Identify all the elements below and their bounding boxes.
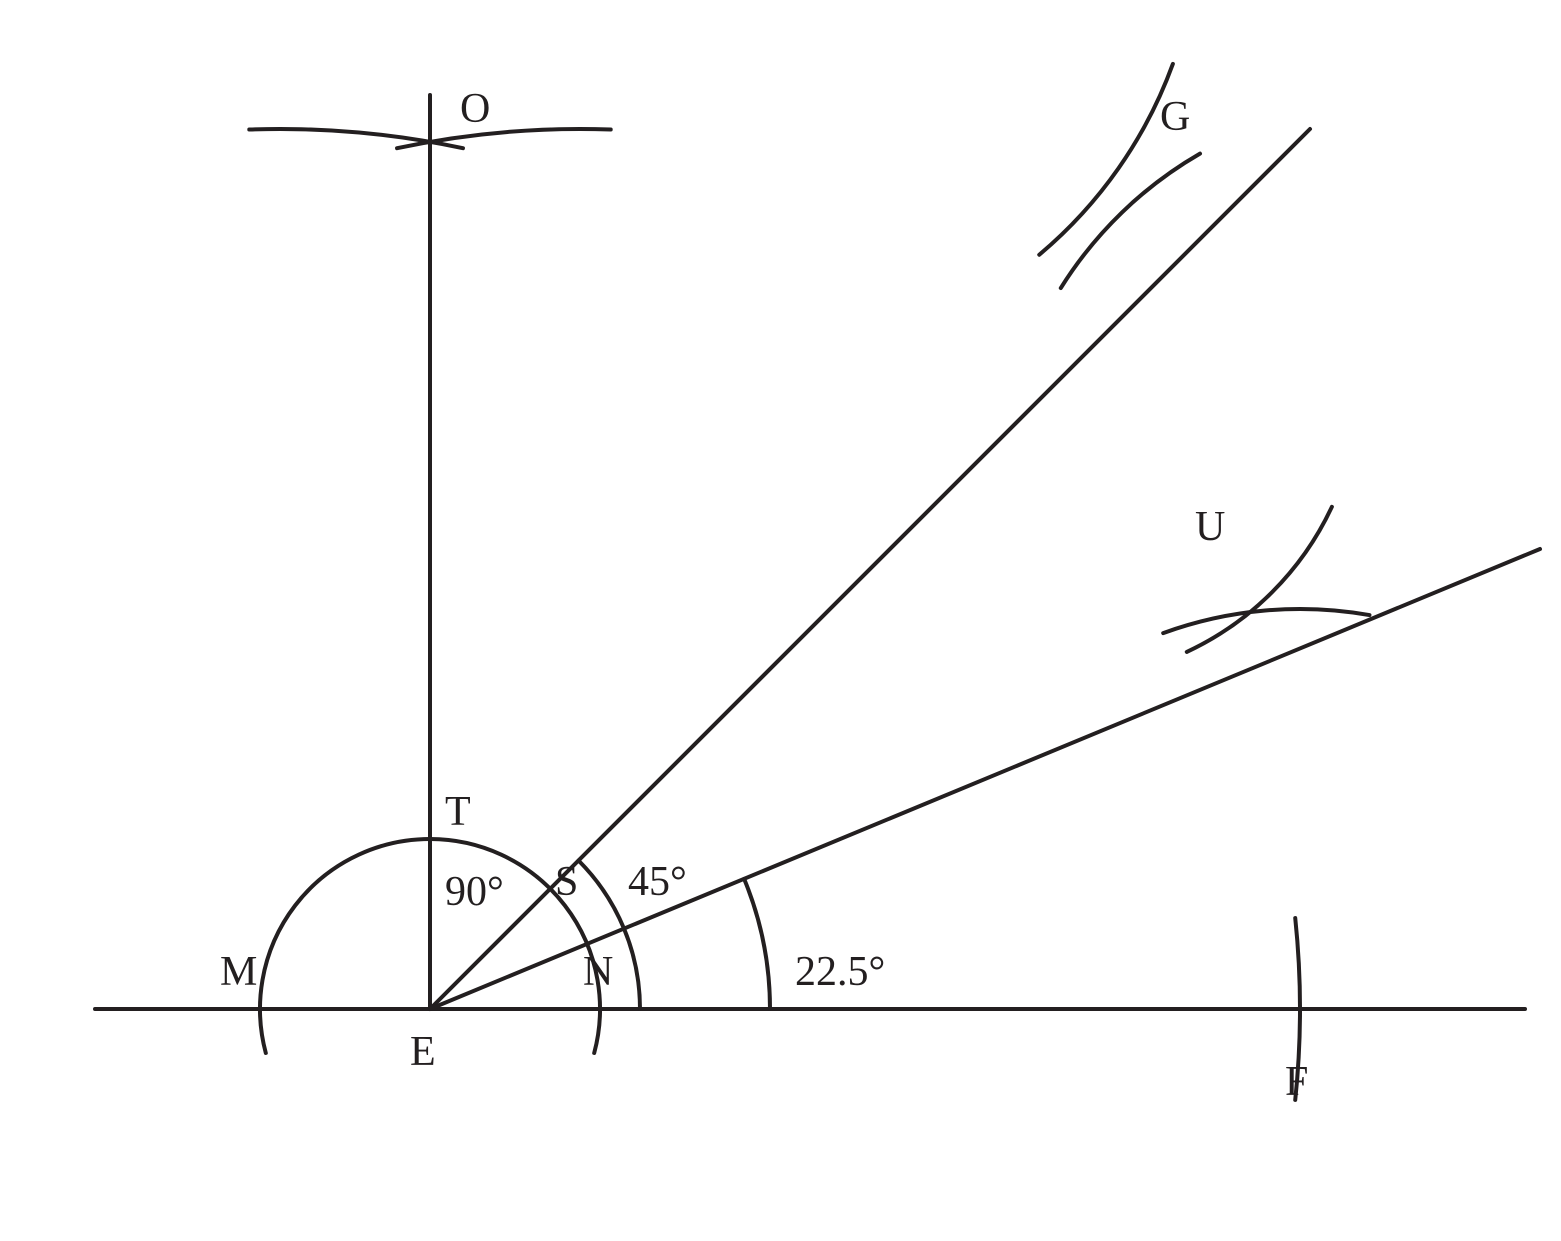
lines-group <box>95 95 1540 1009</box>
label-S: S <box>555 859 578 905</box>
label-T: T <box>445 789 471 835</box>
label-N: N <box>583 949 613 995</box>
label-E: E <box>410 1029 436 1075</box>
label-M: M <box>220 949 257 995</box>
label-U: U <box>1195 504 1225 550</box>
label-O: O <box>460 86 490 132</box>
label-G: G <box>1160 94 1190 140</box>
arcs-group <box>249 64 1369 1100</box>
angle-22-5: 22.5° <box>795 949 885 995</box>
angle-90: 90° <box>445 869 504 915</box>
construction-diagram: E O G U T S M N F 90° 45° 22.5° <box>0 0 1561 1241</box>
angle-45: 45° <box>628 859 687 905</box>
label-F: F <box>1285 1059 1308 1105</box>
